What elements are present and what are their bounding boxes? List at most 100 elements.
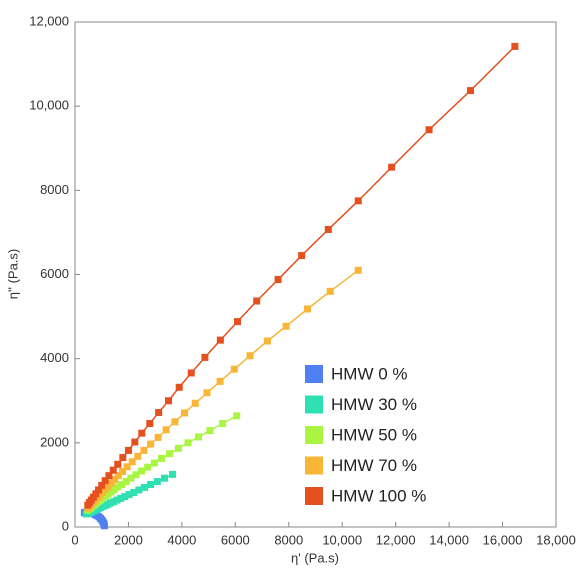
- data-point: [181, 409, 189, 417]
- data-point: [203, 389, 211, 397]
- data-point: [282, 322, 290, 330]
- data-point: [166, 450, 174, 458]
- x-axis-label: η' (Pa.s): [291, 550, 339, 565]
- data-point: [324, 225, 332, 233]
- data-point: [109, 466, 117, 474]
- data-point: [98, 481, 106, 489]
- x-tick-label: 2000: [114, 532, 143, 547]
- data-point: [158, 454, 166, 462]
- data-point: [233, 318, 241, 326]
- data-point: [134, 452, 142, 460]
- data-point: [169, 470, 177, 478]
- y-tick-label: 8000: [40, 182, 69, 197]
- data-point: [206, 427, 214, 435]
- data-point: [114, 472, 122, 480]
- legend-swatch: [305, 395, 323, 414]
- data-point: [140, 483, 148, 491]
- data-point: [154, 433, 162, 441]
- data-point: [388, 163, 396, 171]
- data-point: [216, 377, 224, 385]
- data-point: [246, 352, 254, 360]
- data-point: [131, 438, 139, 446]
- data-point: [425, 126, 433, 134]
- legend-swatch: [305, 456, 323, 475]
- data-point: [138, 429, 146, 437]
- data-point: [140, 446, 148, 454]
- data-point: [117, 494, 125, 502]
- data-point: [155, 409, 163, 417]
- data-point: [233, 412, 241, 420]
- data-point: [127, 474, 135, 482]
- y-tick-label: 4000: [40, 350, 69, 365]
- series-line: [87, 45, 516, 506]
- data-point: [171, 418, 179, 426]
- data-point: [92, 490, 100, 498]
- legend-label: HMW 50 %: [331, 425, 417, 444]
- x-tick-label: 6000: [221, 532, 250, 547]
- data-point: [105, 472, 113, 480]
- data-point: [153, 478, 161, 486]
- data-point: [128, 458, 136, 466]
- data-point: [184, 439, 192, 447]
- data-point: [132, 471, 140, 479]
- legend-swatch: [305, 365, 323, 383]
- data-point: [100, 522, 108, 530]
- legend-label: HMW 0 %: [331, 364, 408, 383]
- x-tick-label: 4000: [167, 532, 196, 547]
- data-point: [125, 491, 133, 499]
- data-point: [253, 297, 261, 305]
- data-point: [191, 399, 199, 407]
- y-tick-label: 10,000: [29, 98, 69, 113]
- data-point: [216, 336, 224, 344]
- x-tick-label: 14,000: [429, 532, 469, 547]
- data-point: [130, 488, 138, 496]
- data-point: [113, 496, 121, 504]
- legend-label: HMW 70 %: [331, 456, 417, 475]
- x-tick-label: 12,000: [376, 532, 416, 547]
- data-point: [107, 479, 115, 487]
- x-tick-label: 10,000: [322, 532, 362, 547]
- data-point: [219, 419, 227, 427]
- data-point: [162, 426, 170, 434]
- legend-swatch: [305, 487, 323, 505]
- legend-swatch: [305, 426, 323, 444]
- x-tick-label: 16,000: [483, 532, 523, 547]
- x-tick-label: 18,000: [536, 532, 576, 547]
- data-point: [230, 365, 238, 373]
- data-point: [466, 87, 474, 95]
- data-point: [114, 460, 122, 468]
- data-point: [298, 252, 306, 260]
- x-tick-label: 8000: [274, 532, 303, 547]
- data-point: [187, 369, 195, 377]
- data-point: [274, 276, 282, 284]
- data-point: [124, 446, 132, 454]
- y-axis-label: η'' (Pa.s): [5, 249, 20, 299]
- data-point: [354, 197, 362, 205]
- data-point: [201, 353, 209, 361]
- data-point: [147, 440, 155, 448]
- data-point: [95, 486, 103, 494]
- data-point: [175, 383, 183, 391]
- legend-label: HMW 100 %: [331, 486, 426, 505]
- y-tick-label: 0: [62, 518, 69, 533]
- data-point: [144, 463, 152, 471]
- data-point: [161, 474, 169, 482]
- data-point: [118, 480, 126, 488]
- data-point: [326, 287, 334, 295]
- data-point: [138, 467, 146, 475]
- y-tick-label: 2000: [40, 434, 69, 449]
- data-point: [119, 467, 127, 475]
- x-tick-label: 0: [71, 532, 78, 547]
- data-point: [150, 459, 158, 467]
- data-point: [354, 266, 362, 274]
- legend-label: HMW 30 %: [331, 395, 417, 414]
- data-point: [147, 480, 155, 488]
- data-point: [135, 486, 143, 494]
- data-point: [119, 454, 127, 462]
- data-point: [165, 397, 173, 405]
- data-point: [146, 419, 154, 427]
- data-point: [303, 305, 311, 313]
- data-point: [114, 483, 122, 491]
- data-point: [123, 463, 131, 471]
